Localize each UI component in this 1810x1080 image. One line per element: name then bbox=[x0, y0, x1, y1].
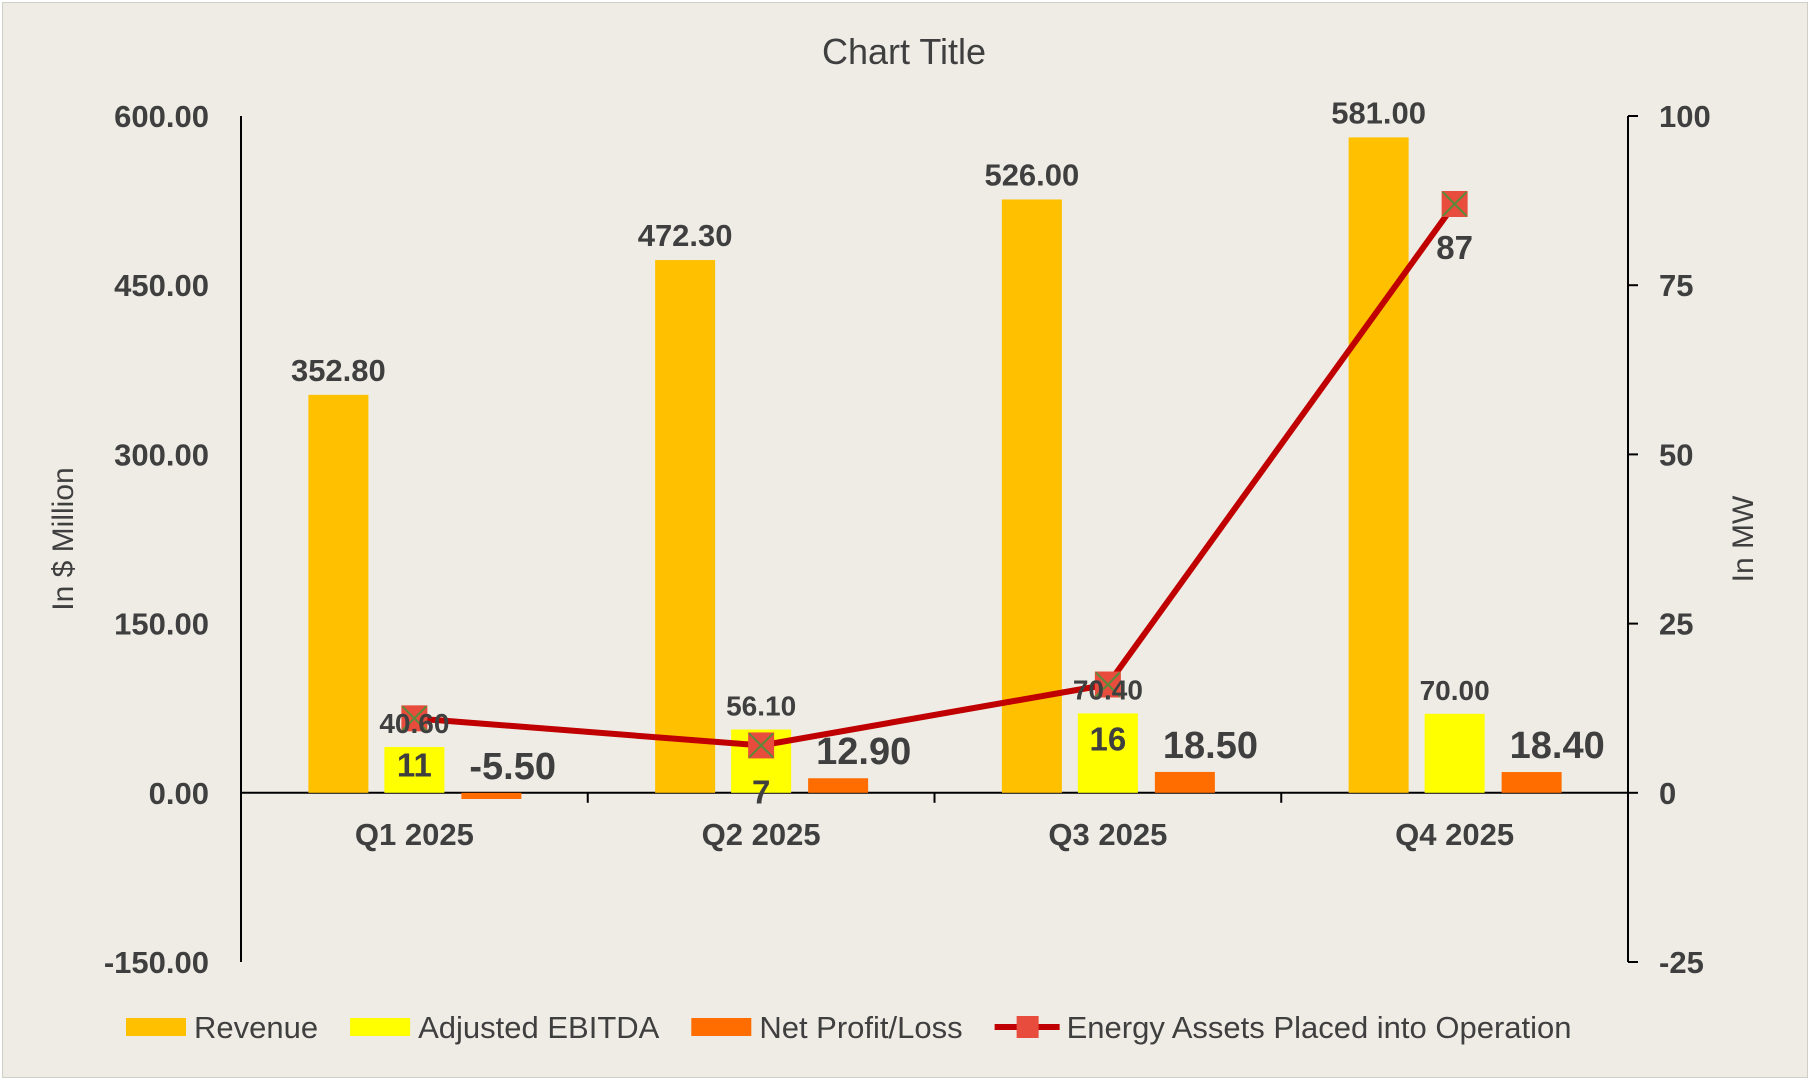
y2-tick-label: 25 bbox=[1659, 607, 1693, 642]
y2-axis-label: In MW bbox=[1727, 495, 1760, 582]
line-data-label: 7 bbox=[752, 773, 770, 810]
marker-x bbox=[1441, 191, 1468, 217]
data-label: 40.60 bbox=[379, 708, 449, 739]
y2-tick-label: 50 bbox=[1659, 437, 1693, 472]
legend-item: Net Profit/Loss bbox=[691, 1010, 963, 1045]
y-tick-label: 150.00 bbox=[114, 607, 209, 642]
marker-x bbox=[748, 732, 774, 759]
line-marker bbox=[1094, 671, 1121, 698]
combo-chart: Chart Title In $ Million In MW 600.00 450… bbox=[47, 31, 1760, 1045]
marker-x bbox=[401, 705, 428, 732]
y-tick-label: 0.00 bbox=[149, 776, 209, 811]
legend-swatch bbox=[126, 1018, 186, 1036]
y2-tick-label: -25 bbox=[1659, 945, 1704, 980]
data-label: 18.50 bbox=[1163, 725, 1258, 767]
bar-net-profit-loss bbox=[461, 792, 522, 800]
data-label: 352.80 bbox=[291, 353, 386, 388]
y-tick-label: 600.00 bbox=[114, 99, 209, 134]
data-label: 70.40 bbox=[1073, 674, 1143, 705]
x-tick-label: Q2 2025 bbox=[702, 817, 821, 852]
line-marker bbox=[401, 705, 428, 732]
y-tick-label: 300.00 bbox=[114, 437, 209, 472]
bar-net-profit-loss bbox=[808, 778, 869, 793]
y-tick-label: -150.00 bbox=[104, 945, 209, 980]
bar-revenue bbox=[1348, 137, 1409, 793]
legend-label: Net Profit/Loss bbox=[759, 1010, 962, 1045]
legend-marker bbox=[1016, 1016, 1039, 1038]
line-marker bbox=[1441, 190, 1468, 217]
legend-swatch bbox=[691, 1018, 752, 1036]
data-label: -5.50 bbox=[469, 746, 556, 788]
marker-x bbox=[1095, 671, 1121, 698]
data-label: 18.40 bbox=[1510, 725, 1605, 767]
bar-adjusted-ebitda bbox=[1424, 713, 1485, 793]
line-data-label: 87 bbox=[1436, 229, 1473, 266]
bar-adjusted-ebitda bbox=[384, 747, 445, 793]
bar-net-profit-loss bbox=[1501, 772, 1562, 793]
chart-title: Chart Title bbox=[822, 31, 986, 72]
data-label: 472.30 bbox=[638, 218, 733, 253]
line-energy-assets bbox=[414, 202, 1458, 749]
y-axis-label: In $ Million bbox=[47, 467, 80, 610]
legend-label: Energy Assets Placed into Operation bbox=[1067, 1010, 1572, 1045]
y2-tick-label: 0 bbox=[1659, 776, 1676, 811]
line-data-label: 16 bbox=[1090, 721, 1127, 758]
data-label: 526.00 bbox=[984, 157, 1079, 192]
bar-net-profit-loss bbox=[1154, 771, 1215, 793]
legend-swatch bbox=[350, 1018, 411, 1036]
legend-item: Revenue bbox=[126, 1010, 318, 1045]
legend-item: Adjusted EBITDA bbox=[350, 1010, 660, 1045]
legend-label: Revenue bbox=[194, 1010, 318, 1045]
data-label: 581.00 bbox=[1331, 95, 1426, 130]
data-label: 12.90 bbox=[816, 731, 911, 773]
x-tick-label: Q1 2025 bbox=[355, 817, 474, 852]
x-tick-label: Q4 2025 bbox=[1395, 817, 1514, 852]
line-marker bbox=[748, 732, 775, 759]
y2-tick-label: 100 bbox=[1659, 99, 1711, 134]
y2-tick-label: 75 bbox=[1659, 268, 1693, 303]
y-tick-label: 450.00 bbox=[114, 268, 209, 303]
bar-revenue bbox=[308, 394, 369, 793]
line-data-label: 11 bbox=[397, 746, 432, 783]
data-label: 56.10 bbox=[726, 691, 796, 722]
bar-revenue bbox=[655, 260, 716, 793]
x-tick-label: Q3 2025 bbox=[1048, 817, 1167, 852]
legend-item: Energy Assets Placed into Operation bbox=[994, 1010, 1572, 1045]
data-label: 70.00 bbox=[1420, 675, 1490, 706]
legend-label: Adjusted EBITDA bbox=[418, 1010, 660, 1045]
bar-adjusted-ebitda bbox=[1077, 713, 1138, 793]
